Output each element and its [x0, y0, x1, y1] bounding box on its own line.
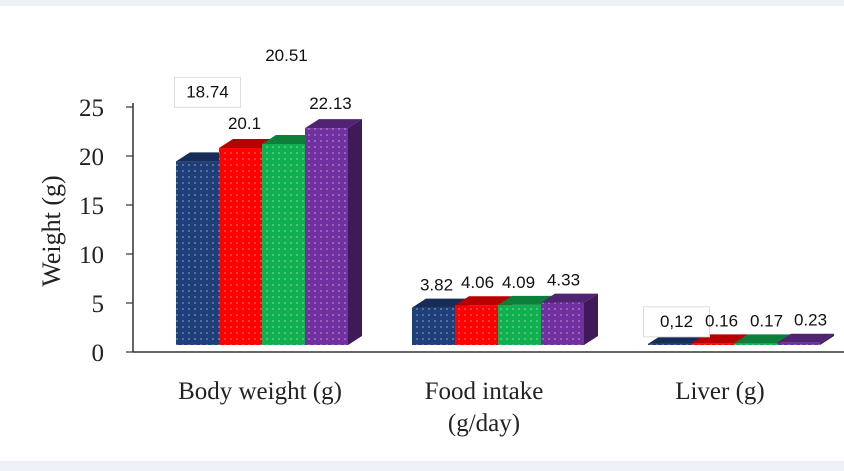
bar-texture — [691, 343, 734, 345]
y-tick-label: 5 — [92, 291, 105, 318]
bar-top — [777, 333, 834, 343]
bar-side — [584, 293, 598, 345]
data-label: 3.82 — [420, 276, 453, 295]
data-label-box — [174, 76, 241, 108]
y-axis-label: Weight (g) — [37, 175, 66, 286]
bar-texture — [305, 128, 348, 345]
data-label-box — [643, 306, 710, 338]
y-tick-label: 10 — [79, 242, 104, 269]
bar-top — [498, 295, 555, 305]
x-category-label: Liver (g) — [675, 378, 765, 405]
bar-top — [412, 298, 469, 308]
y-tick-label: 25 — [79, 95, 104, 122]
bar-top — [734, 334, 791, 344]
bar-texture — [219, 148, 262, 345]
data-label: 0,12 — [660, 312, 693, 331]
data-label: 4.09 — [502, 273, 535, 292]
x-category-label: Food intake (g/day) — [425, 378, 544, 437]
bar-texture — [541, 302, 584, 345]
data-label: 4.33 — [547, 271, 580, 290]
bar — [219, 139, 276, 345]
bar-top — [305, 119, 362, 129]
data-label: 4.06 — [461, 273, 494, 292]
data-label: 22.13 — [309, 94, 352, 113]
data-label: 20.51 — [265, 46, 308, 65]
data-label: 0.17 — [750, 311, 783, 330]
data-label: 20.1 — [228, 114, 261, 133]
x-category-label: Body weight (g) — [178, 378, 342, 405]
bar-texture — [777, 342, 820, 345]
plot-background — [0, 6, 844, 461]
bar-texture — [498, 304, 541, 345]
data-label: 0.23 — [794, 311, 827, 330]
data-label: 0.16 — [705, 311, 738, 330]
bar-top — [219, 139, 276, 149]
bar — [777, 333, 834, 345]
bar-texture — [455, 305, 498, 345]
y-tick-label: 0 — [92, 340, 105, 367]
y-tick-label: 15 — [79, 193, 104, 220]
bar-texture — [648, 343, 691, 345]
bar-top — [262, 135, 319, 145]
bar-top — [455, 296, 512, 306]
bar-side — [348, 119, 362, 345]
bar-top — [541, 293, 598, 303]
bar-side — [820, 333, 834, 345]
bar-texture — [176, 161, 219, 345]
bar — [541, 293, 598, 345]
bar-texture — [734, 343, 777, 345]
bar-texture — [412, 307, 455, 345]
bar-texture — [262, 144, 305, 345]
y-tick-label: 20 — [79, 144, 104, 171]
bar — [305, 119, 362, 345]
bar-top — [176, 152, 233, 162]
data-label: 18.74 — [186, 82, 229, 101]
